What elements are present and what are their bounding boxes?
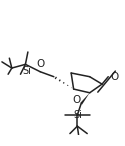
Text: O: O (72, 95, 80, 105)
Text: Si: Si (73, 110, 82, 120)
Text: O: O (37, 59, 45, 69)
Text: O: O (110, 72, 118, 82)
Polygon shape (80, 93, 90, 105)
Text: Si: Si (22, 66, 31, 76)
